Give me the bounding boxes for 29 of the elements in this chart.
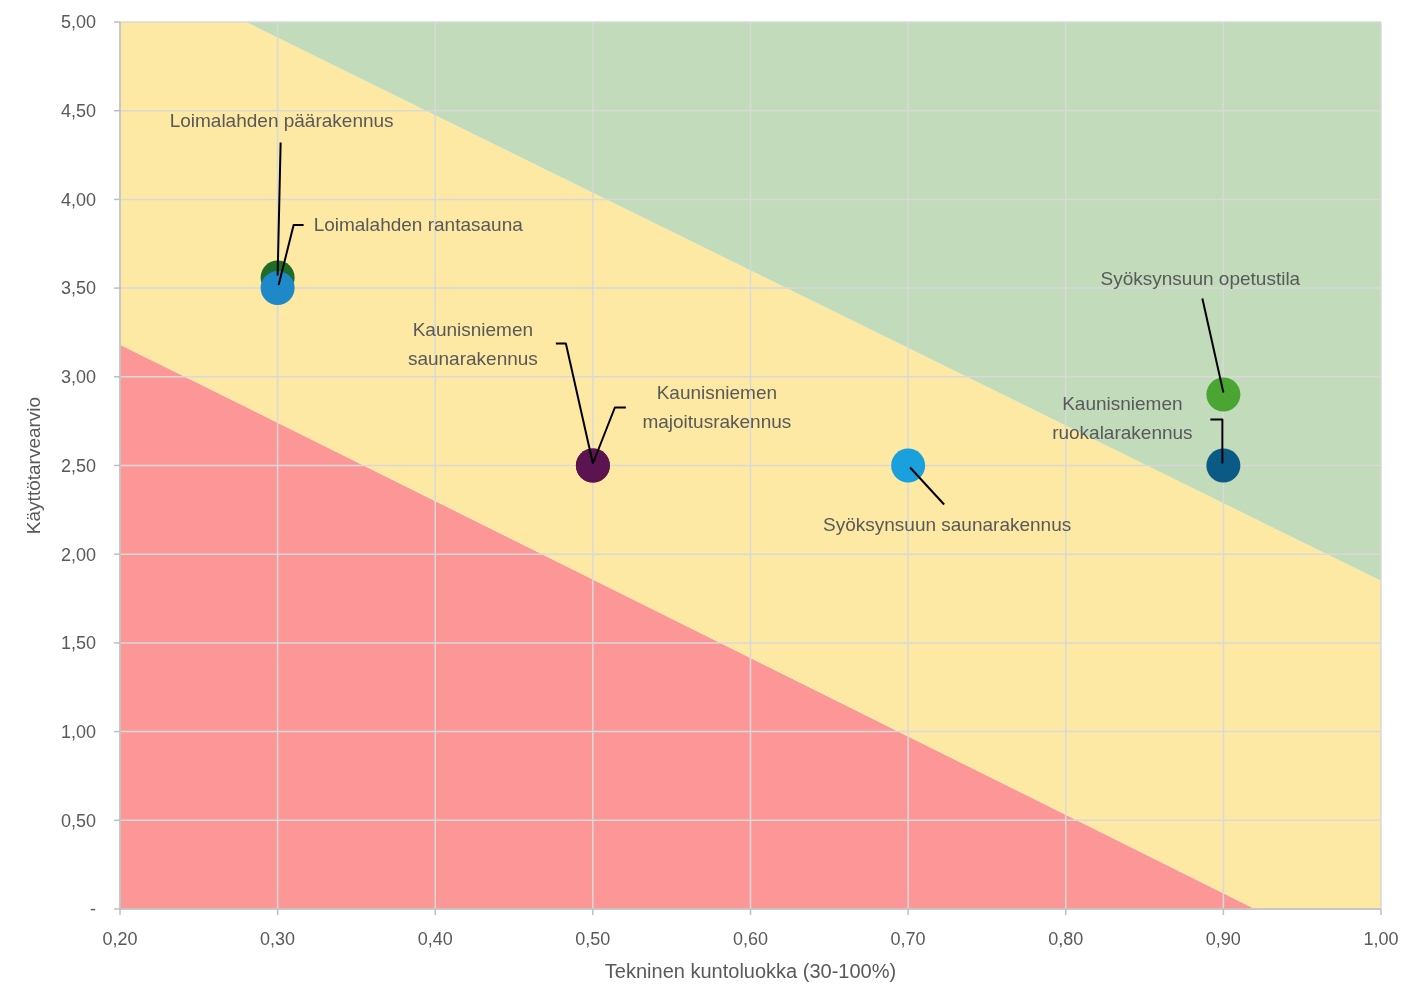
annotation: Syöksynsuun saunarakennus xyxy=(823,513,1072,535)
y-tick-label: 2,00 xyxy=(60,544,96,565)
x-tick-label: 0,70 xyxy=(890,929,926,950)
annotation: Kaunisniemen saunarakennus xyxy=(407,318,538,369)
x-tick-label: 0,80 xyxy=(1048,929,1084,950)
y-tick-label: 3,00 xyxy=(60,367,96,388)
y-tick-label: 2,50 xyxy=(60,455,96,476)
x-tick-label: 0,50 xyxy=(575,929,611,950)
annotation: Loimalahden päärakennus xyxy=(169,110,394,132)
annotation: Syöksynsuun opetustila xyxy=(1100,267,1301,289)
x-tick-label: 0,40 xyxy=(417,929,453,950)
annotation: Kaunisniemen majoitusrakennus xyxy=(642,381,792,432)
x-axis-title: Tekninen kuntoluokka (30-100%) xyxy=(604,960,897,982)
annotation: Loimalahden rantasauna xyxy=(313,214,524,236)
x-tick-label: 0,60 xyxy=(732,929,769,950)
annotation: Kaunisniemen ruokalarakennus xyxy=(1052,392,1193,443)
y-tick-label: 1,00 xyxy=(60,721,96,742)
y-tick-label: 3,50 xyxy=(60,278,96,299)
x-tick-label: 0,20 xyxy=(102,929,138,950)
y-tick-label: 4,50 xyxy=(60,101,96,121)
x-tick-label: 0,30 xyxy=(260,929,296,950)
y-tick-label: 4,00 xyxy=(60,189,96,210)
x-tick-label: 0,90 xyxy=(1205,929,1241,950)
x-tick-label: 1,00 xyxy=(1363,929,1399,950)
y-tick-label: 0,50 xyxy=(60,810,96,831)
y-tick-label: 5,00 xyxy=(60,12,96,33)
y-tick-label: - xyxy=(90,899,96,920)
y-axis-title: Käyttötarvearvio xyxy=(23,396,44,535)
y-tick-label: 1,50 xyxy=(60,633,96,654)
